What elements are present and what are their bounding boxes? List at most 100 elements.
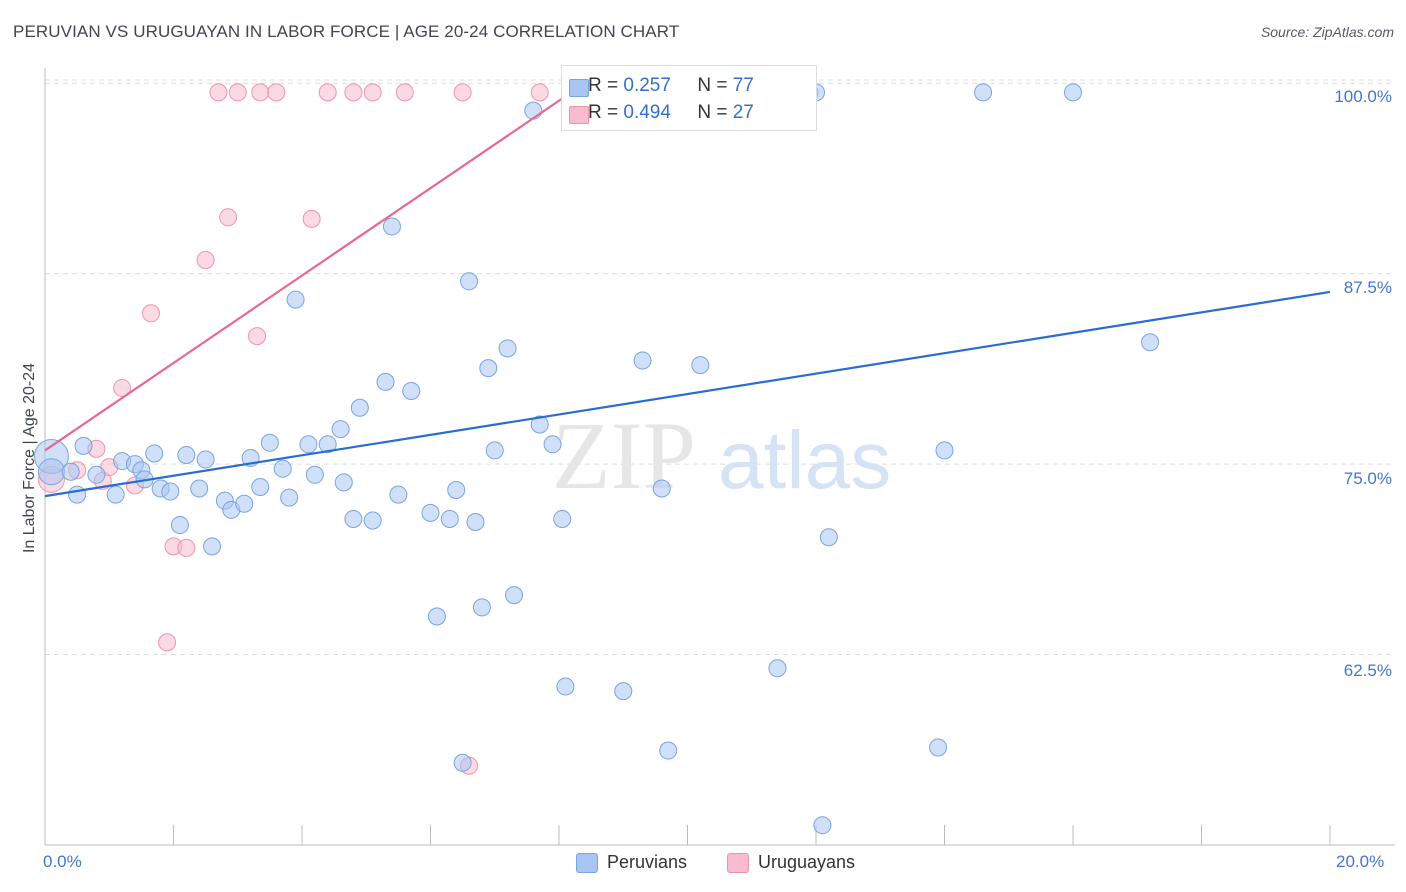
peruvians-legend-label: Peruvians — [607, 852, 688, 872]
source-credit: Source: ZipAtlas.com — [1260, 24, 1394, 40]
uruguayan-point — [113, 378, 132, 397]
peruvian-point — [819, 528, 838, 547]
peruvian-point — [472, 598, 491, 617]
peruvians-legend-swatch — [576, 853, 598, 873]
peruvian-point — [344, 509, 363, 528]
legend-r-value: 0.257 — [623, 75, 671, 96]
uruguayan-trend-line — [44, 82, 586, 452]
uruguayan-points — [37, 83, 594, 775]
peruvian-point — [614, 682, 633, 701]
peruvian-point — [299, 435, 318, 454]
uruguayan-point — [196, 250, 215, 269]
peruvian-point — [196, 450, 215, 469]
uruguayan-point — [228, 83, 247, 102]
peruvian-point — [556, 677, 575, 696]
peruvian-point — [427, 607, 446, 626]
peruvian-point — [1064, 83, 1082, 102]
legend-r-value: 0.494 — [623, 102, 671, 123]
uruguayan-point — [267, 83, 286, 102]
legend-n-label: N = — [697, 102, 728, 123]
peruvian-point — [170, 516, 189, 535]
peruvian-point — [466, 513, 485, 532]
peruvian-point — [87, 465, 106, 484]
peruvian-point — [190, 479, 209, 498]
peruvian-point — [61, 462, 80, 481]
uruguayans-legend-swatch — [727, 853, 749, 873]
peruvian-point — [37, 458, 65, 486]
peruvian-point — [974, 83, 993, 102]
y-tick-label: 62.5% — [1343, 661, 1392, 680]
peruvian-point — [929, 738, 948, 757]
peruvian-point — [376, 372, 395, 391]
uruguayan-point — [344, 83, 363, 102]
peruvian-point — [460, 272, 479, 291]
watermark-zip: ZIP — [552, 402, 696, 509]
peruvian-point — [280, 488, 299, 507]
legend-r-label: R = — [588, 102, 619, 123]
peruvian-point — [1141, 333, 1160, 352]
y-tick-label: 100.0% — [1334, 87, 1392, 106]
peruvian-point — [447, 481, 466, 500]
peruvian-point — [553, 509, 572, 528]
uruguayan-point — [363, 83, 382, 102]
peruvian-point — [633, 351, 652, 370]
peruvian-point — [485, 441, 504, 460]
y-tick-label: 75.0% — [1343, 469, 1392, 488]
peruvian-point — [935, 441, 954, 460]
peruvian-point — [382, 217, 401, 236]
legend-row-peruvians: R = 0.257 N = 77 — [569, 75, 754, 97]
uruguayan-point — [248, 327, 267, 346]
y-axis-label: In Labor Force | Age 20-24 — [21, 362, 38, 554]
peruvian-point — [498, 339, 517, 358]
peruvian-swatch — [569, 79, 589, 97]
peruvian-point — [260, 433, 279, 452]
peruvian-point — [768, 659, 787, 678]
uruguayan-point — [219, 208, 238, 227]
uruguayans-legend-label: Uruguayans — [758, 852, 856, 872]
peruvian-point — [479, 359, 498, 378]
uruguayan-point — [318, 83, 337, 102]
trend-lines — [44, 82, 1331, 498]
peruvian-point — [691, 356, 710, 375]
uruguayan-point — [453, 83, 472, 102]
peruvian-point — [363, 511, 382, 530]
legend-n-label: N = — [697, 75, 728, 96]
x-tick-label-max: 20.0% — [1336, 852, 1385, 871]
peruvian-point — [530, 415, 549, 434]
peruvian-point — [440, 509, 459, 528]
peruvian-point — [161, 482, 180, 501]
peruvian-point — [524, 101, 543, 120]
peruvian-point — [318, 435, 337, 454]
peruvian-point — [74, 436, 93, 455]
uruguayan-point — [395, 83, 414, 102]
peruvian-point — [543, 435, 562, 454]
legend-n-value: 27 — [732, 102, 754, 123]
legend-n-value: 77 — [732, 75, 754, 96]
peruvian-point — [68, 485, 87, 504]
peruvian-trend-line — [44, 290, 1331, 498]
peruvian-point — [652, 479, 671, 498]
peruvian-point — [273, 459, 292, 478]
peruvian-point — [235, 494, 254, 513]
peruvian-point — [421, 503, 440, 522]
chart-title: PERUVIAN VS URUGUAYAN IN LABOR FORCE | A… — [13, 22, 680, 41]
y-tick-label: 87.5% — [1343, 278, 1392, 297]
peruvian-point — [350, 398, 369, 417]
uruguayan-point — [251, 83, 270, 102]
uruguayan-point — [530, 83, 549, 102]
peruvian-point — [402, 381, 421, 400]
peruvian-point — [453, 753, 472, 772]
legend-r-label: R = — [588, 75, 619, 96]
peruvian-point — [286, 290, 305, 309]
peruvian-point — [389, 485, 408, 504]
peruvian-point — [251, 477, 270, 496]
peruvian-point — [331, 420, 350, 439]
peruvian-point — [505, 586, 524, 605]
legend-row-uruguayans: R = 0.494 N = 27 — [569, 102, 754, 124]
correlation-legend: R = 0.257 N = 77 R = 0.494 N = 27 — [561, 65, 817, 131]
peruvian-point — [305, 465, 324, 484]
uruguayan-swatch — [569, 106, 589, 124]
peruvian-point — [813, 816, 832, 835]
uruguayan-point — [209, 83, 228, 102]
